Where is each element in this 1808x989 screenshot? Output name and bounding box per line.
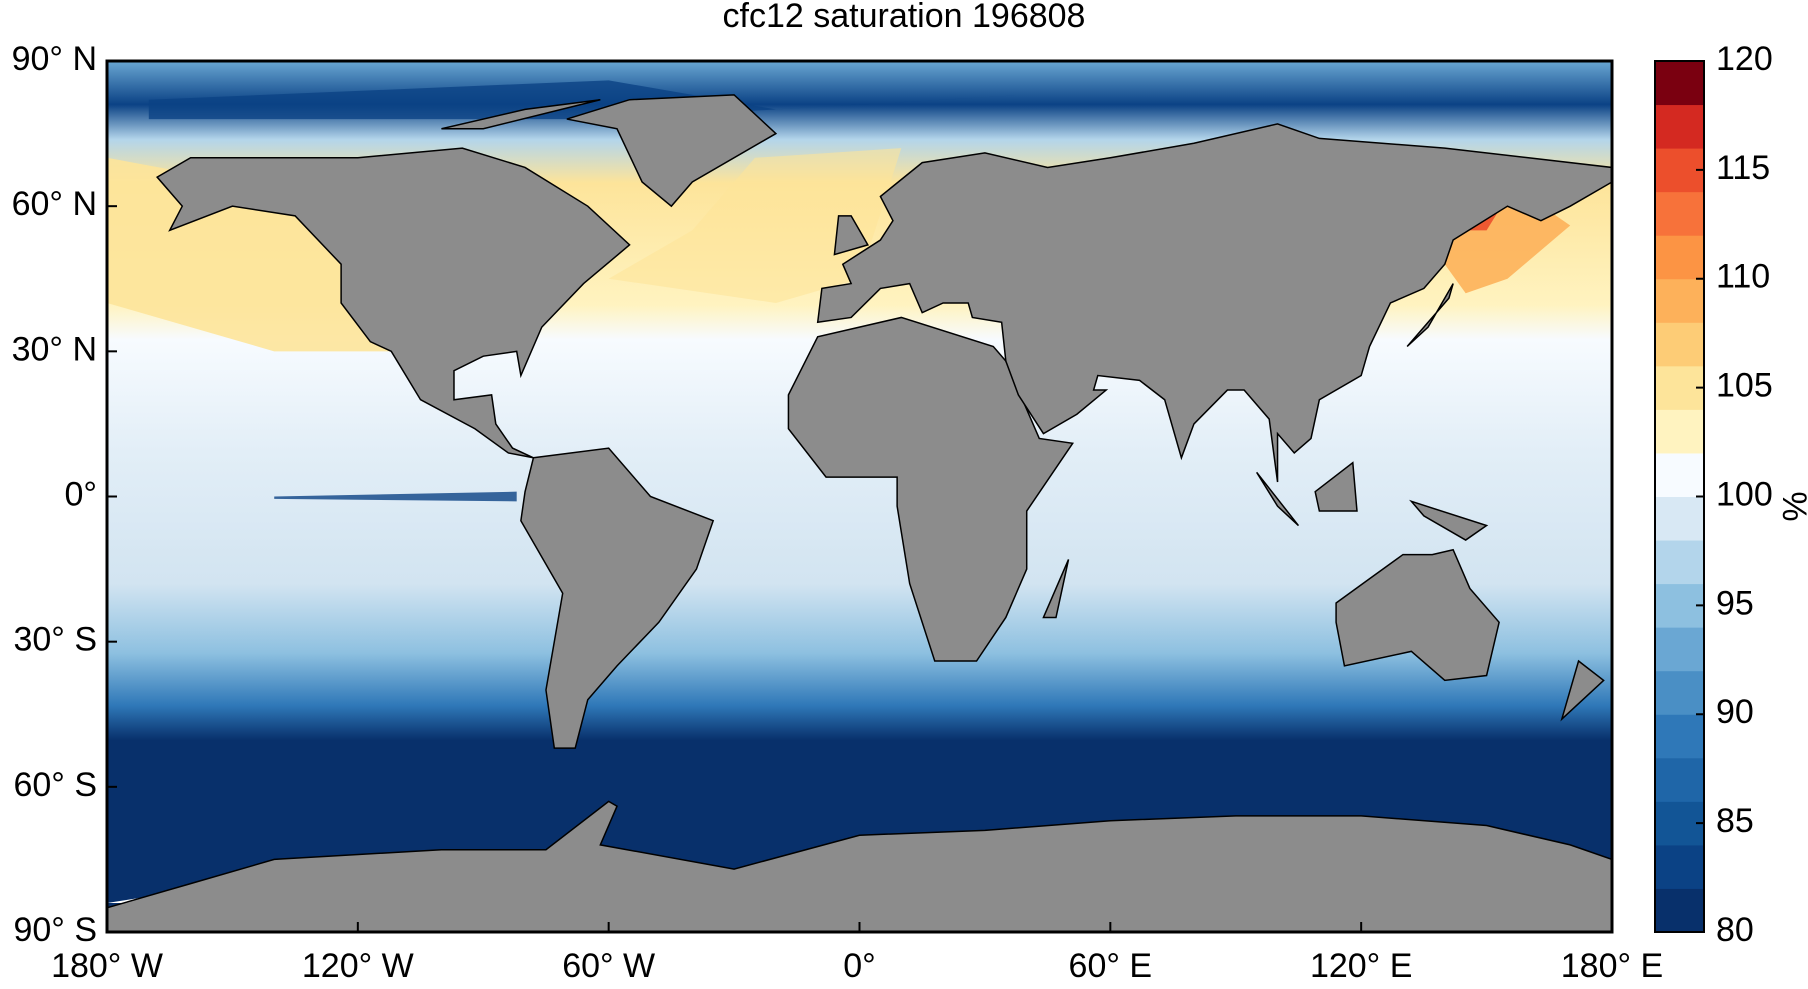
y-tick-label: 30° S	[13, 621, 97, 659]
landmass	[1406, 283, 1454, 348]
colorbar-tick-label: 115	[1716, 149, 1770, 187]
landmass	[441, 98, 601, 130]
x-tick-label: 120° E	[1310, 947, 1412, 984]
x-tick-label: 0°	[843, 947, 876, 984]
colorbar-swatch	[1655, 191, 1704, 236]
colorbar-swatch	[1655, 148, 1704, 193]
colorbar-swatch	[1655, 278, 1704, 323]
colorbar-swatch	[1655, 365, 1704, 410]
y-tick-label: 60° N	[12, 185, 97, 223]
landmass	[1256, 471, 1300, 527]
colorbar-tick-label: 85	[1716, 802, 1754, 840]
colorbar-tick-label: 95	[1716, 584, 1754, 622]
landmass	[156, 147, 631, 459]
y-tick-label: 60° S	[13, 766, 97, 804]
colorbar-swatch	[1655, 409, 1704, 454]
colorbar-swatch	[1655, 61, 1704, 106]
colorbar-label: %	[1775, 491, 1808, 521]
y-tick-label: 90° S	[13, 911, 97, 949]
colorbar-swatch	[1655, 888, 1704, 933]
x-tick-label: 120° W	[302, 947, 414, 984]
colorbar-tick-label: 120	[1716, 40, 1773, 78]
colorbar-swatch	[1655, 496, 1704, 541]
landmass	[1335, 548, 1500, 682]
colorbar-swatch	[1655, 757, 1704, 802]
x-tick-label: 60° E	[1069, 947, 1153, 984]
colorbar-swatch	[1655, 844, 1704, 889]
colorbar-swatch	[1655, 540, 1704, 585]
equatorial-upwelling	[274, 491, 517, 502]
chart-title: cfc12 saturation 196808	[723, 0, 1086, 35]
colorbar-swatch	[1655, 801, 1704, 846]
colorbar-tick-label: 110	[1716, 258, 1770, 296]
colorbar-swatch	[1655, 104, 1704, 149]
y-tick-label: 90° N	[12, 40, 97, 78]
colorbar-swatch	[1655, 670, 1704, 715]
landmass	[787, 316, 1075, 662]
landmass	[816, 123, 1613, 483]
landmass	[520, 447, 715, 749]
y-tick-label: 30° N	[12, 330, 97, 368]
colorbar-tick-label: 90	[1716, 693, 1754, 731]
colorbar-tick-label: 105	[1716, 367, 1773, 405]
colorbar-swatch	[1655, 627, 1704, 672]
x-tick-label: 60° W	[562, 947, 655, 984]
landmass	[1409, 499, 1489, 541]
landmass	[1314, 461, 1358, 512]
colorbar-swatch	[1655, 452, 1704, 497]
landmass	[1042, 559, 1070, 619]
landmass	[1560, 659, 1605, 722]
warm-pacific	[107, 157, 400, 352]
x-tick-label: 180° W	[51, 947, 163, 984]
x-tick-label: 180° E	[1561, 947, 1663, 984]
y-tick-label: 0°	[64, 475, 97, 513]
landmass	[833, 215, 869, 256]
colorbar-tick-label: 80	[1716, 911, 1754, 949]
colorbar-swatch	[1655, 235, 1704, 280]
colorbar-swatch	[1655, 714, 1704, 759]
colorbar-tick-label: 100	[1716, 475, 1773, 513]
landmass	[106, 800, 1613, 933]
landmass	[566, 94, 778, 208]
colorbar-swatch	[1655, 583, 1704, 628]
warm-atlantic	[608, 148, 902, 303]
colorbar-swatch	[1655, 322, 1704, 367]
